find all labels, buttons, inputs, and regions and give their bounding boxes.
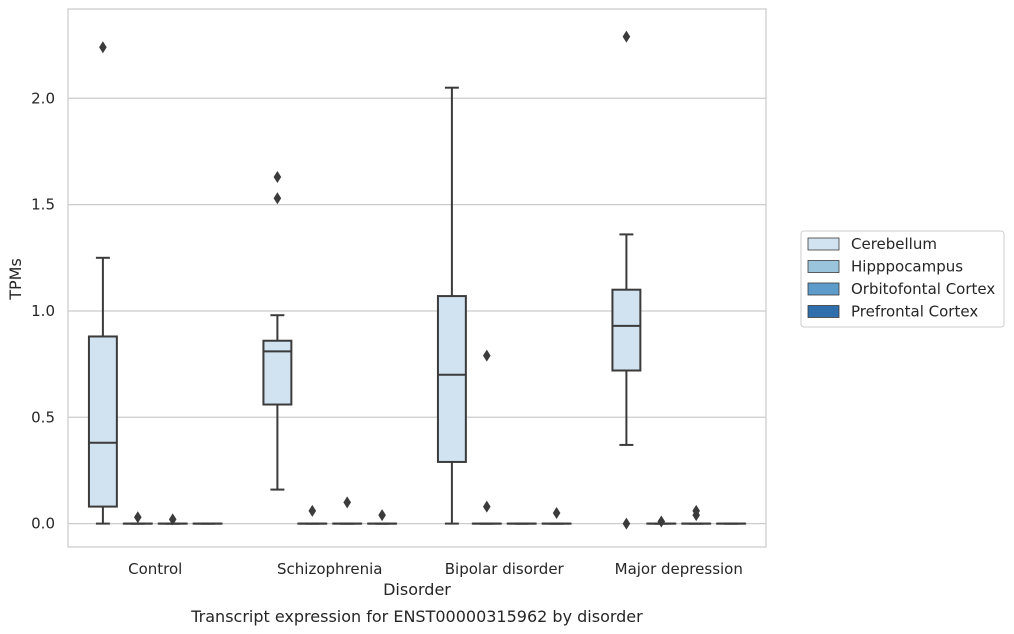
box-series — [87, 30, 747, 530]
legend-label: Prefrontal Cortex — [851, 303, 978, 321]
legend-label: Orbitofontal Cortex — [851, 280, 995, 298]
legend-label: Cerebellum — [851, 235, 937, 253]
box-body — [611, 288, 642, 372]
box-hipppocampus — [297, 504, 328, 525]
legend-label: Hipppocampus — [851, 258, 963, 276]
outlier-point — [622, 517, 631, 530]
box-orbitofontal-cortex — [681, 504, 712, 525]
box-hipppocampus — [471, 349, 502, 525]
x-tick-labels: Control Schizophrenia Bipolar disorder Majo… — [128, 560, 743, 578]
x-axis-title: Disorder — [383, 580, 451, 599]
grid-lines — [68, 97, 766, 525]
outlier-point — [273, 192, 282, 205]
x-tick-label: Major depression — [615, 560, 743, 578]
box-prefrontal-cortex — [367, 509, 398, 525]
box-cerebellum — [436, 86, 467, 525]
outlier-point — [692, 504, 700, 517]
outlier-point — [622, 30, 631, 43]
y-tick-label: 0.0 — [31, 515, 55, 533]
y-tick-label: 0.5 — [31, 408, 55, 426]
box-body — [262, 339, 293, 406]
box-body — [436, 295, 467, 463]
outlier-point — [378, 509, 386, 522]
y-tick-label: 1.5 — [31, 196, 55, 214]
chart-caption: Transcript expression for ENST0000031596… — [190, 607, 643, 626]
outlier-point — [308, 504, 317, 517]
box-orbitofontal-cortex — [332, 496, 363, 525]
x-tick-label: Bipolar disorder — [445, 560, 565, 578]
outlier-point — [273, 170, 282, 183]
y-tick-label: 2.0 — [31, 89, 55, 107]
y-tick-label: 1.0 — [31, 302, 55, 320]
y-axis-title: TPMs — [6, 258, 25, 301]
box-orbitofontal-cortex — [157, 513, 188, 526]
box-hipppocampus — [122, 511, 153, 525]
legend-frame — [800, 230, 1005, 328]
outlier-point — [483, 500, 491, 513]
legend: Cerebellum Hipppocampus Orbitofontal Corte… — [800, 230, 1005, 328]
outlier-point — [99, 41, 107, 54]
box-cerebellum — [262, 170, 293, 491]
x-tick-label: Schizophrenia — [277, 560, 382, 578]
legend-swatch — [807, 260, 840, 273]
legend-swatch — [807, 237, 840, 251]
outlier-point — [134, 511, 142, 524]
plot-frame — [67, 8, 767, 548]
box-hipppocampus — [646, 515, 677, 528]
outlier-point — [657, 515, 666, 528]
outlier-point — [168, 513, 177, 526]
legend-swatch — [807, 305, 840, 318]
outlier-point — [343, 496, 351, 509]
box-body — [87, 335, 118, 508]
legend-swatch — [807, 282, 840, 296]
box-cerebellum — [87, 41, 118, 525]
box-prefrontal-cortex — [541, 506, 572, 525]
outlier-point — [552, 506, 561, 519]
x-tick-label: Control — [128, 560, 182, 578]
y-tick-labels: 0.0 0.5 1.0 1.5 2.0 — [31, 89, 55, 532]
box-cerebellum — [611, 30, 642, 530]
outlier-point — [483, 349, 491, 362]
